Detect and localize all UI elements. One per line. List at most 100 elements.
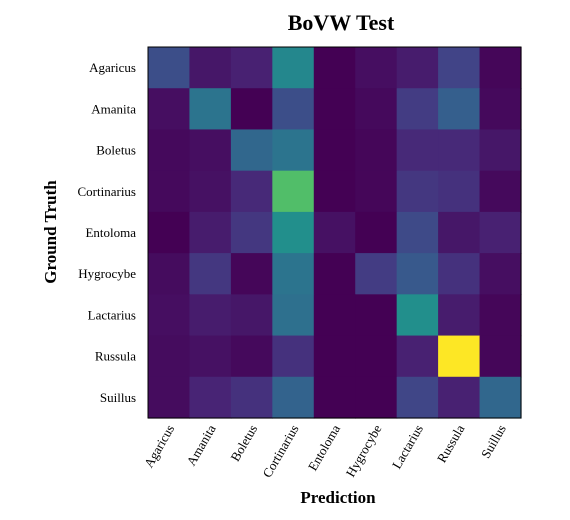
heatmap-cell bbox=[314, 253, 356, 295]
y-tick-label: Hygrocybe bbox=[78, 266, 136, 281]
heatmap-cell bbox=[231, 129, 273, 171]
heatmap-cell bbox=[438, 47, 480, 89]
heatmap-cell bbox=[314, 294, 356, 336]
heatmap-cell bbox=[314, 171, 356, 213]
heatmap-cell bbox=[438, 336, 480, 378]
heatmap-cell bbox=[148, 336, 190, 378]
heatmap-cell bbox=[355, 253, 397, 295]
heatmap-cell bbox=[480, 212, 522, 254]
heatmap-cell bbox=[438, 377, 480, 419]
heatmap-cell bbox=[231, 253, 273, 295]
heatmap-cell bbox=[189, 47, 231, 89]
heatmap-cell bbox=[148, 294, 190, 336]
y-tick-label: Agaricus bbox=[89, 60, 136, 75]
heatmap-cell bbox=[438, 129, 480, 171]
heatmap-cell bbox=[355, 336, 397, 378]
heatmap-cell bbox=[189, 336, 231, 378]
x-tick-label: Lactarius bbox=[389, 422, 426, 471]
y-axis-label: Ground Truth bbox=[41, 180, 60, 284]
heatmap-cell bbox=[314, 212, 356, 254]
heatmap-cell bbox=[438, 212, 480, 254]
heatmap-cell bbox=[231, 294, 273, 336]
heatmap-cell bbox=[272, 88, 314, 130]
heatmap-cell bbox=[438, 294, 480, 336]
y-tick-label: Cortinarius bbox=[78, 184, 137, 199]
heatmap-cell bbox=[314, 336, 356, 378]
heatmap-cell bbox=[355, 294, 397, 336]
heatmap-cell bbox=[355, 47, 397, 89]
x-tick-label: Suillus bbox=[478, 422, 509, 461]
heatmap-cell bbox=[272, 171, 314, 213]
heatmap-cell bbox=[189, 377, 231, 419]
heatmap-cell bbox=[272, 294, 314, 336]
heatmap-cell bbox=[231, 47, 273, 89]
heatmap-cell bbox=[231, 88, 273, 130]
heatmap-cell bbox=[314, 88, 356, 130]
heatmap-cell bbox=[231, 212, 273, 254]
heatmap-cell bbox=[189, 129, 231, 171]
heatmap-cell bbox=[480, 336, 522, 378]
x-tick-label: Cortinarius bbox=[259, 422, 301, 480]
heatmap-cell bbox=[480, 129, 522, 171]
y-tick-label: Suillus bbox=[100, 390, 136, 405]
x-tick-label: Amanita bbox=[183, 422, 218, 468]
heatmap-cell bbox=[148, 253, 190, 295]
heatmap-cell bbox=[189, 253, 231, 295]
heatmap-cell bbox=[355, 212, 397, 254]
heatmap-cell bbox=[480, 47, 522, 89]
heatmap-cell bbox=[397, 47, 439, 89]
heatmap-cell bbox=[272, 253, 314, 295]
heatmap-cell bbox=[397, 294, 439, 336]
heatmap-cell bbox=[148, 377, 190, 419]
heatmap-cell bbox=[480, 294, 522, 336]
x-tick-label: Boletus bbox=[227, 422, 260, 464]
heatmap-cell bbox=[272, 336, 314, 378]
y-tick-label: Entoloma bbox=[85, 225, 136, 240]
heatmap-cells bbox=[148, 47, 522, 419]
x-tick-label: Agaricus bbox=[141, 422, 177, 470]
x-tick-label: Russula bbox=[434, 422, 468, 465]
heatmap-cell bbox=[397, 88, 439, 130]
heatmap-cell bbox=[397, 212, 439, 254]
heatmap-cell bbox=[397, 171, 439, 213]
heatmap-cell bbox=[438, 253, 480, 295]
y-tick-label: Russula bbox=[95, 349, 136, 364]
heatmap-cell bbox=[148, 88, 190, 130]
x-tick-label: Entoloma bbox=[305, 422, 343, 473]
heatmap-cell bbox=[397, 336, 439, 378]
heatmap-cell bbox=[438, 88, 480, 130]
heatmap-cell bbox=[231, 377, 273, 419]
heatmap-cell bbox=[189, 294, 231, 336]
heatmap-cell bbox=[272, 47, 314, 89]
heatmap-cell bbox=[480, 88, 522, 130]
y-tick-label: Lactarius bbox=[88, 307, 136, 322]
heatmap-cell bbox=[397, 377, 439, 419]
heatmap-cell bbox=[397, 129, 439, 171]
heatmap-cell bbox=[314, 129, 356, 171]
heatmap-cell bbox=[355, 377, 397, 419]
heatmap-cell bbox=[148, 171, 190, 213]
heatmap-cell bbox=[314, 377, 356, 419]
heatmap-cell bbox=[355, 88, 397, 130]
y-tick-labels: Agaricus Amanita Boletus Cortinarius Entolom… bbox=[78, 60, 137, 405]
y-tick-label: Amanita bbox=[91, 101, 136, 116]
heatmap-cell bbox=[231, 336, 273, 378]
heatmap-cell bbox=[148, 47, 190, 89]
heatmap-cell bbox=[148, 212, 190, 254]
heatmap-cell bbox=[355, 171, 397, 213]
heatmap-cell bbox=[480, 253, 522, 295]
heatmap-cell bbox=[148, 129, 190, 171]
heatmap-cell bbox=[272, 129, 314, 171]
heatmap-cell bbox=[438, 171, 480, 213]
heatmap-cell bbox=[272, 212, 314, 254]
heatmap-cell bbox=[189, 88, 231, 130]
heatmap-cell bbox=[480, 171, 522, 213]
heatmap-cell bbox=[314, 47, 356, 89]
y-tick-label: Boletus bbox=[96, 143, 136, 158]
heatmap-cell bbox=[231, 171, 273, 213]
heatmap-cell bbox=[355, 129, 397, 171]
heatmap-cell bbox=[189, 171, 231, 213]
x-tick-label: Hygrocybe bbox=[343, 422, 385, 480]
chart-title: BoVW Test bbox=[288, 10, 395, 35]
